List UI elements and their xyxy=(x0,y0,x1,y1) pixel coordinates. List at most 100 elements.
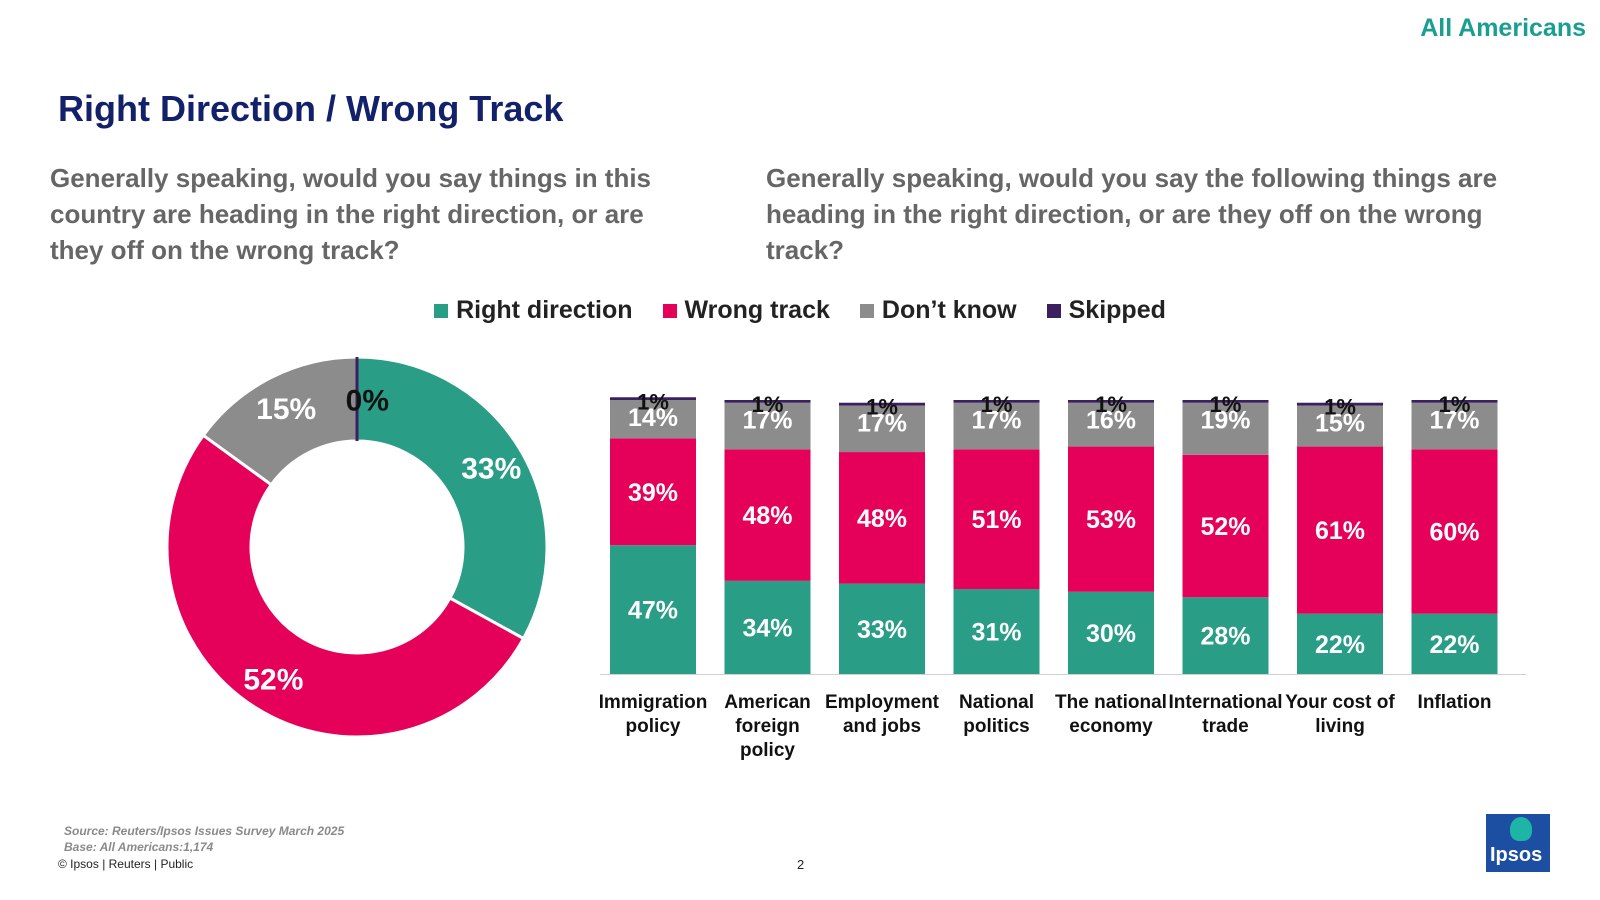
x-tick-label-line: Immigration xyxy=(600,692,707,713)
source-line: Source: Reuters/Ipsos Issues Survey Marc… xyxy=(64,824,345,838)
page-title: Right Direction / Wrong Track xyxy=(58,88,564,129)
bar-value-label: 1% xyxy=(1210,392,1242,417)
bar-segment-skipped xyxy=(610,397,696,400)
bar-segment-don-t-know xyxy=(1182,402,1269,455)
bar-value-label: 17% xyxy=(857,409,907,437)
bar-segment-don-t-know xyxy=(610,400,696,439)
bar-value-label: 14% xyxy=(628,404,678,432)
bar-segment-wrong-track xyxy=(839,452,925,584)
bar-segment-right-direction xyxy=(1411,613,1498,674)
legend-item-dont-know: Don’t know xyxy=(859,296,1017,325)
legend-swatch xyxy=(434,303,449,318)
bar-segment-wrong-track xyxy=(1068,446,1154,592)
x-tick-label-line: policy xyxy=(740,740,795,761)
bar-segment-wrong-track xyxy=(724,449,811,581)
legend-swatch xyxy=(859,303,874,318)
x-tick-label: Inflation xyxy=(1418,692,1492,713)
x-tick-label: International trade xyxy=(1168,692,1282,737)
x-tick-label-line: Employment xyxy=(825,692,940,713)
stacked-bar-chart: 47%39%14%1%Immigration policy34%48%17%1%A… xyxy=(600,389,1526,761)
bar-segment-skipped xyxy=(1068,400,1154,403)
bar-segment-right-direction xyxy=(724,580,811,674)
bar-segment-wrong-track xyxy=(1411,449,1498,614)
x-tick-label-line: Your cost of xyxy=(1285,692,1395,713)
x-tick-label: Employment and jobs xyxy=(825,692,940,737)
x-tick-label-line: Inflation xyxy=(1418,692,1492,713)
x-tick-label-line: trade xyxy=(1202,716,1248,737)
bar-value-label: 1% xyxy=(866,395,898,420)
bar-value-label: 22% xyxy=(1315,631,1365,659)
bar-value-label: 1% xyxy=(752,392,784,417)
bar-value-label: 52% xyxy=(1200,513,1250,541)
legend-item-skipped: Skipped xyxy=(1046,296,1166,325)
x-tick-label-line: politics xyxy=(963,716,1030,737)
bar-segment-skipped xyxy=(724,400,811,403)
bar-segment-right-direction xyxy=(839,583,925,674)
x-tick-label-line: economy xyxy=(1069,716,1153,737)
bar-value-label: 1% xyxy=(1439,392,1471,417)
donut-slice-right-direction xyxy=(355,355,549,641)
x-tick-label-line: foreign xyxy=(735,716,799,737)
donut-chart: 33% 52% 15% 0% xyxy=(165,355,549,739)
bar-value-label: 17% xyxy=(742,407,792,435)
x-tick-label-line: International xyxy=(1168,692,1282,713)
bar-segment-skipped xyxy=(1297,402,1383,406)
bar-segment-wrong-track xyxy=(1182,454,1269,598)
bar-value-label: 48% xyxy=(857,505,907,533)
donut-value-label: 15% xyxy=(256,393,316,426)
legend-item-wrong-track: Wrong track xyxy=(662,296,830,325)
bar-value-label: 1% xyxy=(981,392,1013,417)
bar-value-label: 31% xyxy=(971,619,1021,647)
donut-value-label: 0% xyxy=(346,384,389,417)
bar-segment-right-direction xyxy=(1297,613,1383,674)
ipsos-logo: Ipsos xyxy=(1486,814,1550,872)
x-tick-label: National politics xyxy=(959,692,1034,737)
bar-segment-right-direction xyxy=(1182,597,1269,674)
bar-value-label: 17% xyxy=(971,407,1021,435)
bar-segment-don-t-know xyxy=(1411,402,1498,450)
x-tick-label: American foreign policy xyxy=(724,692,811,761)
bar-value-label: 17% xyxy=(1429,407,1479,435)
bar-value-label: 28% xyxy=(1200,623,1250,651)
bar-value-label: 1% xyxy=(1324,395,1356,420)
x-tick-label-line: policy xyxy=(626,716,681,737)
bar-segment-don-t-know xyxy=(1068,402,1154,447)
bar-segment-wrong-track xyxy=(953,449,1040,590)
x-tick-label-line: and jobs xyxy=(843,716,921,737)
bar-value-label: 1% xyxy=(1095,392,1127,417)
base-line: Base: All Americans:1,174 xyxy=(64,840,214,854)
logo-text: Ipsos xyxy=(1490,844,1543,866)
bar-segment-don-t-know xyxy=(1297,405,1383,447)
bar-segment-wrong-track xyxy=(610,438,696,546)
bar-segment-skipped xyxy=(1182,400,1269,403)
bar-value-label: 22% xyxy=(1429,631,1479,659)
bar-segment-don-t-know xyxy=(953,402,1040,450)
x-tick-label: The national economy xyxy=(1055,692,1167,737)
bar-segment-right-direction xyxy=(1068,591,1154,674)
copyright: © Ipsos | Reuters | Public xyxy=(58,857,194,871)
x-tick-label-line: living xyxy=(1315,716,1365,737)
donut-value-label: 33% xyxy=(461,453,521,486)
x-tick-label: Your cost of living xyxy=(1285,692,1395,737)
bar-value-label: 1% xyxy=(637,389,669,414)
legend-label: Wrong track xyxy=(684,296,830,324)
bar-value-label: 39% xyxy=(628,479,678,507)
bar-segment-don-t-know xyxy=(724,402,811,450)
bar-value-label: 30% xyxy=(1086,620,1136,648)
bar-segment-skipped xyxy=(953,400,1040,403)
bar-segment-right-direction xyxy=(610,545,696,674)
bar-segment-wrong-track xyxy=(1297,446,1383,614)
bar-value-label: 61% xyxy=(1315,517,1365,545)
bar-value-label: 19% xyxy=(1200,407,1250,435)
legend-swatch xyxy=(1046,303,1061,318)
bar-value-label: 53% xyxy=(1086,506,1136,534)
bar-segment-don-t-know xyxy=(839,405,925,453)
x-tick-label: Immigration policy xyxy=(600,692,707,737)
question-right: Generally speaking, would you say the fo… xyxy=(766,163,1498,265)
x-tick-label-line: National xyxy=(959,692,1034,713)
question-left: Generally speaking, would you say things… xyxy=(50,163,652,265)
bar-value-label: 47% xyxy=(628,597,678,625)
bar-segment-right-direction xyxy=(953,589,1040,674)
bar-value-label: 51% xyxy=(971,506,1021,534)
legend-label: Skipped xyxy=(1068,296,1166,324)
